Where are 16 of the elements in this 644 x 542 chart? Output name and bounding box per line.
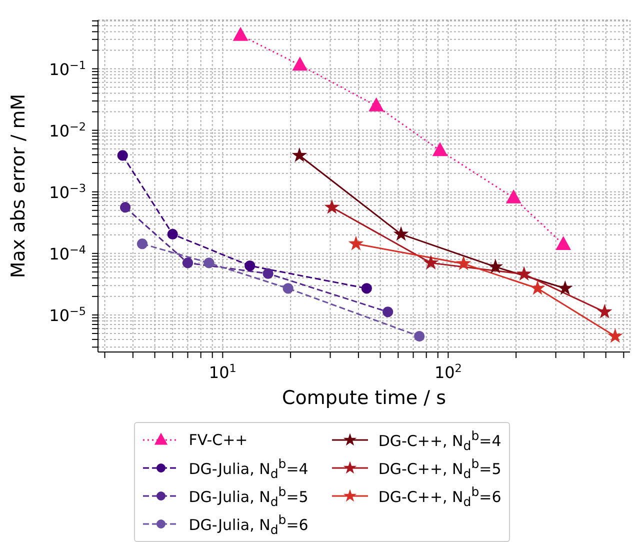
legend-label: DG-C++, N$_{d}$$^{b}$=6: [378, 484, 502, 508]
legend-label: DG-C++, N$_{d}$$^{b}$=4: [378, 428, 502, 452]
legend-label: FV-C++: [188, 431, 248, 449]
legend-label: DG-Julia, N$_{d}$$^{b}$=4: [188, 456, 308, 480]
x-tick-label: 10$^{1}$: [208, 362, 236, 382]
x-tick-label: 10$^{2}$: [434, 362, 462, 382]
y-tick-label: 10$^{−2}$: [49, 120, 86, 140]
legend-label: DG-C++, N$_{d}$$^{b}$=5: [378, 456, 502, 480]
y-axis-title: Max abs error / mM: [8, 94, 30, 278]
legend-label: DG-Julia, N$_{d}$$^{b}$=6: [188, 512, 308, 536]
y-tick-label: 10$^{−3}$: [49, 181, 86, 202]
x-axis-title: Compute time / s: [282, 387, 446, 409]
y-tick-label: 10$^{−5}$: [49, 304, 86, 325]
y-tick-label: 10$^{−1}$: [49, 58, 86, 79]
legend-label: DG-Julia, N$_{d}$$^{b}$=5: [188, 484, 308, 508]
y-tick-label: 10$^{−4}$: [49, 242, 86, 264]
